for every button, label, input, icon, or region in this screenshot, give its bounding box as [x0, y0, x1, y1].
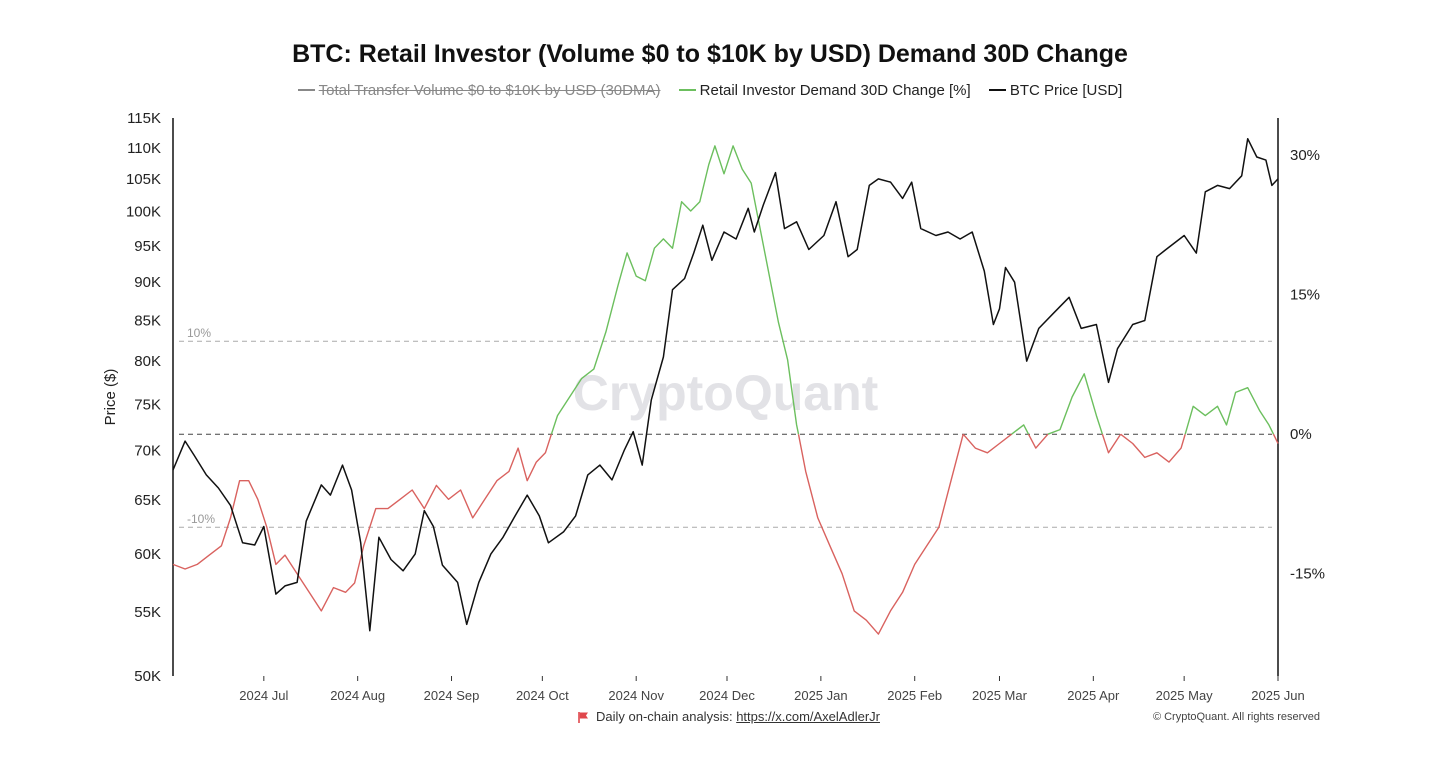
chart-title: BTC: Retail Investor (Volume $0 to $10K … [292, 40, 1128, 68]
x-tick-label: 2024 Aug [330, 688, 385, 703]
x-tick-label: 2024 Nov [608, 688, 664, 703]
y-left-tick-label: 105K [126, 171, 161, 188]
y-left-tick-label: 100K [126, 204, 161, 221]
chart-legend: Total Transfer Volume $0 to $10K by USD … [0, 82, 1420, 99]
legend-item-btc-price[interactable]: BTC Price [USD] [988, 82, 1123, 99]
y-left-tick-label: 95K [134, 238, 161, 255]
y-right-tick-label: 30% [1290, 147, 1320, 164]
footer-text: Daily on-chain analysis: [596, 709, 733, 724]
demand-series-line-positive [1047, 373, 1104, 435]
y-right-tick-label: -15% [1290, 566, 1325, 583]
x-tick-label: 2025 Apr [1067, 688, 1120, 703]
y-right-tick-label: 15% [1290, 287, 1320, 304]
y-left-tick-label: 115K [127, 110, 161, 127]
legend-line-icon [988, 89, 1006, 92]
legend-label: BTC Price [USD] [1009, 82, 1123, 99]
footer-url-link[interactable]: https://x.com/AxelAdlerJr [736, 709, 880, 724]
footer-analysis-link: Daily on-chain analysis: https://x.com/A… [578, 709, 880, 724]
demand-series-line-negative [1101, 433, 1122, 454]
legend-label: Total Transfer Volume $0 to $10K by USD … [318, 82, 661, 99]
demand-series-line-negative [172, 433, 553, 612]
legend-line-icon [678, 89, 696, 92]
y-left-tick-label: 85K [134, 313, 161, 330]
x-tick-label: 2025 Mar [972, 688, 1028, 703]
flag-icon [578, 712, 588, 724]
y-left-tick-label: 110K [127, 140, 161, 157]
demand-series-line-positive [550, 145, 800, 435]
demand-series-line-negative [1120, 433, 1186, 463]
x-tick-label: 2025 Feb [887, 688, 942, 703]
y-left-tick-label: 60K [134, 546, 161, 563]
x-tick-label: 2025 May [1156, 688, 1214, 703]
x-tick-label: 2024 Jul [239, 688, 288, 703]
reference-line-label: 10% [187, 326, 211, 340]
demand-series-line-positive [1184, 387, 1275, 435]
x-tick-label: 2025 Jan [794, 688, 848, 703]
demand-series-line-negative [962, 433, 1013, 454]
y-left-tick-label: 65K [134, 492, 161, 509]
y-left-tick-label: 90K [134, 274, 161, 291]
y-right-tick-label: 0% [1290, 426, 1312, 443]
watermark-text: CryptoQuant [573, 365, 879, 421]
demand-series-line-negative [1272, 433, 1279, 444]
y-left-axis-label: Price ($) [102, 369, 119, 426]
legend-line-icon [297, 89, 315, 92]
x-tick-label: 2024 Oct [516, 688, 569, 703]
demand-series-line-negative [797, 434, 964, 635]
y-left-tick-label: 50K [134, 668, 161, 685]
legend-item-retail-demand[interactable]: Retail Investor Demand 30D Change [%] [678, 82, 971, 99]
x-tick-label: 2025 Jun [1251, 688, 1305, 703]
demand-series-line-negative [1027, 433, 1049, 449]
y-left-tick-label: 80K [134, 353, 161, 370]
y-left-tick-label: 55K [134, 604, 161, 621]
btc-price-series-line [172, 137, 1279, 632]
demand-series-line-positive [1011, 424, 1030, 435]
x-tick-label: 2024 Dec [699, 688, 755, 703]
x-tick-label: 2024 Sep [424, 688, 480, 703]
reference-line-label: -10% [187, 512, 215, 526]
legend-item-total-transfer-volume[interactable]: Total Transfer Volume $0 to $10K by USD … [297, 82, 661, 99]
legend-label: Retail Investor Demand 30D Change [%] [699, 82, 971, 99]
y-left-tick-label: 70K [134, 443, 161, 460]
copyright-notice: © CryptoQuant. All rights reserved [1152, 711, 1320, 723]
y-left-tick-label: 75K [134, 396, 161, 413]
